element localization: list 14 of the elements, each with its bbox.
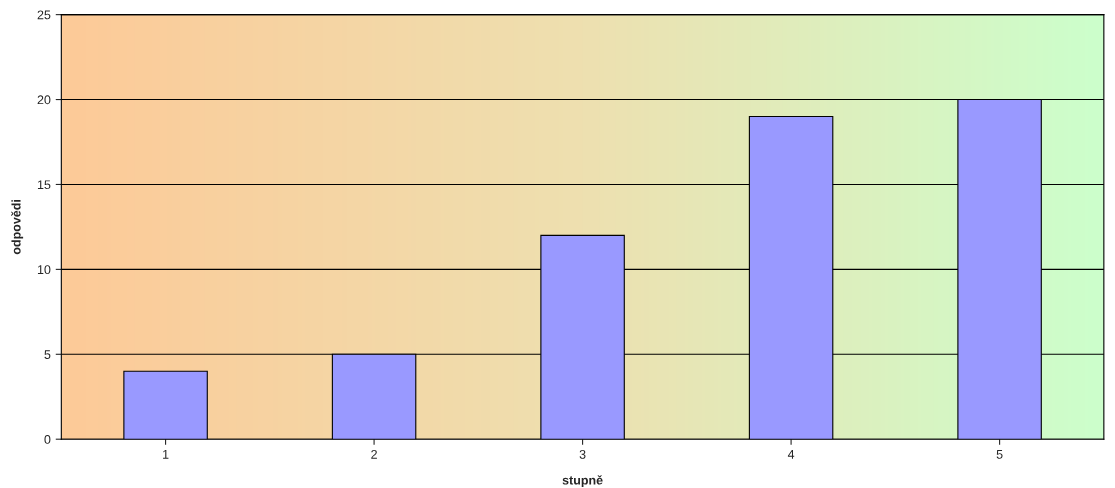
x-axis-title: stupně	[562, 475, 603, 488]
x-tick-label: 2	[371, 449, 377, 459]
x-tick-label: 1	[163, 450, 169, 459]
y-tick-label: 10	[37, 265, 51, 275]
y-tick-label: 25	[37, 10, 51, 20]
y-tick-label: 20	[37, 95, 51, 105]
y-axis-title: odpovědi	[11, 200, 24, 255]
bar	[123, 370, 208, 440]
y-tick-label: 5	[44, 350, 51, 359]
y-tick-label: 15	[37, 180, 51, 190]
y-tick-label: 0	[44, 435, 51, 444]
x-tick-label: 4	[787, 450, 795, 459]
x-tick-label: 3	[579, 449, 586, 459]
x-tick-label: 5	[996, 450, 1003, 459]
